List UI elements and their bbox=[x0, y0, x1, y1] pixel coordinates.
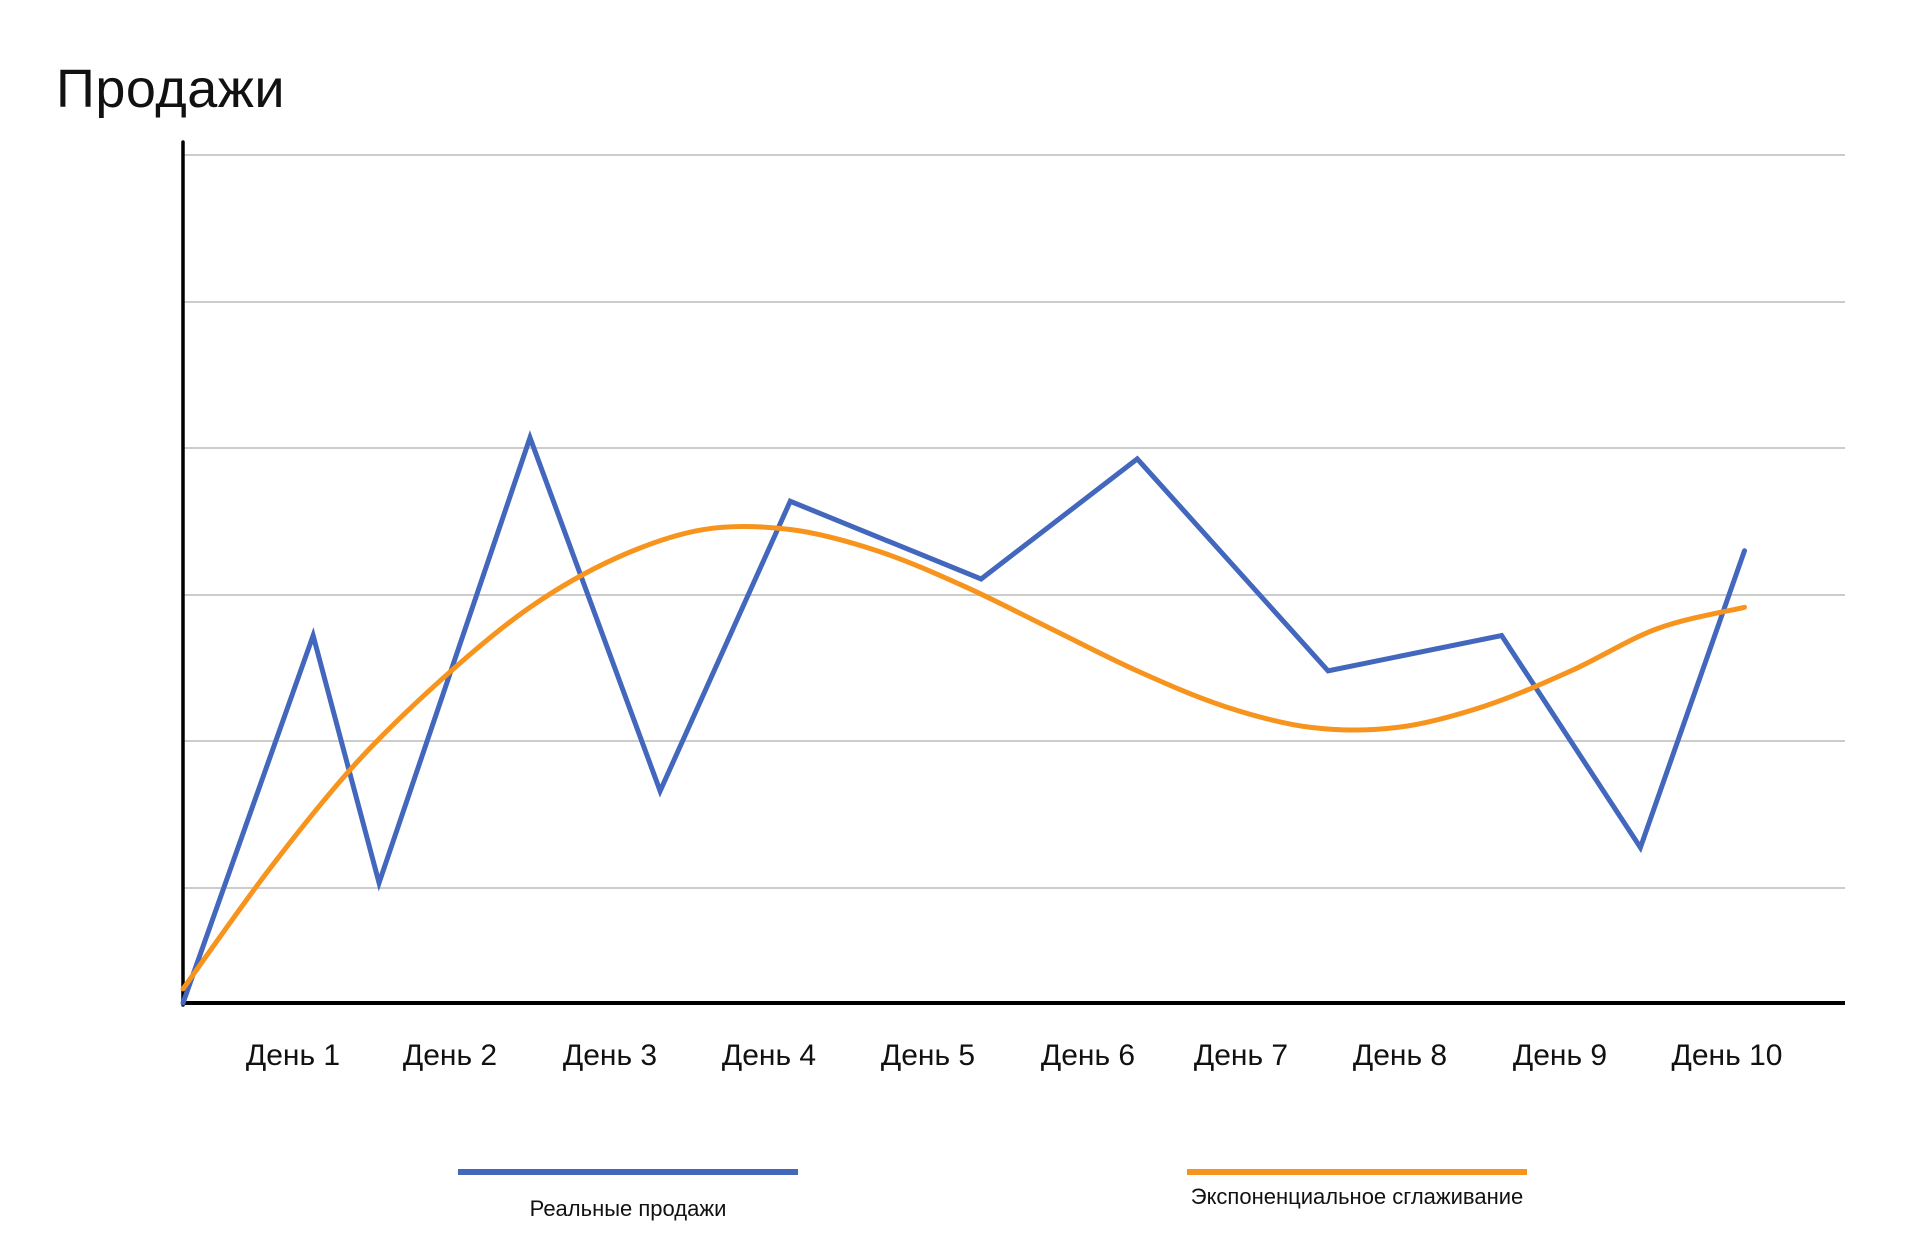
x-tick-label: День 1 bbox=[246, 1039, 340, 1072]
x-tick-labels: День 1 День 2 День 3 День 4 День 5 День 6 День… bbox=[246, 1039, 1783, 1072]
chart-title: Продажи bbox=[56, 59, 286, 119]
series-line-smoothing bbox=[180, 523, 1747, 992]
axes bbox=[181, 140, 1845, 1007]
x-tick-label: День 9 bbox=[1513, 1039, 1607, 1072]
x-tick-label: День 7 bbox=[1194, 1039, 1288, 1072]
gridlines bbox=[183, 154, 1845, 889]
series-lines bbox=[180, 430, 1747, 1006]
legend: Реальные продажи Экспоненциальное сглажив… bbox=[458, 1169, 1527, 1221]
x-tick-label: День 2 bbox=[403, 1039, 497, 1072]
series-line-actual bbox=[180, 430, 1747, 1006]
x-tick-label: День 5 bbox=[881, 1039, 975, 1072]
x-tick-label: День 4 bbox=[722, 1039, 816, 1072]
legend-label: Реальные продажи bbox=[530, 1196, 727, 1221]
x-tick-label: День 6 bbox=[1041, 1039, 1135, 1072]
legend-label: Экспоненциальное сглаживание bbox=[1191, 1184, 1524, 1209]
x-tick-label: День 8 bbox=[1353, 1039, 1447, 1072]
x-tick-label: День 10 bbox=[1672, 1039, 1783, 1072]
x-tick-label: День 3 bbox=[563, 1039, 657, 1072]
